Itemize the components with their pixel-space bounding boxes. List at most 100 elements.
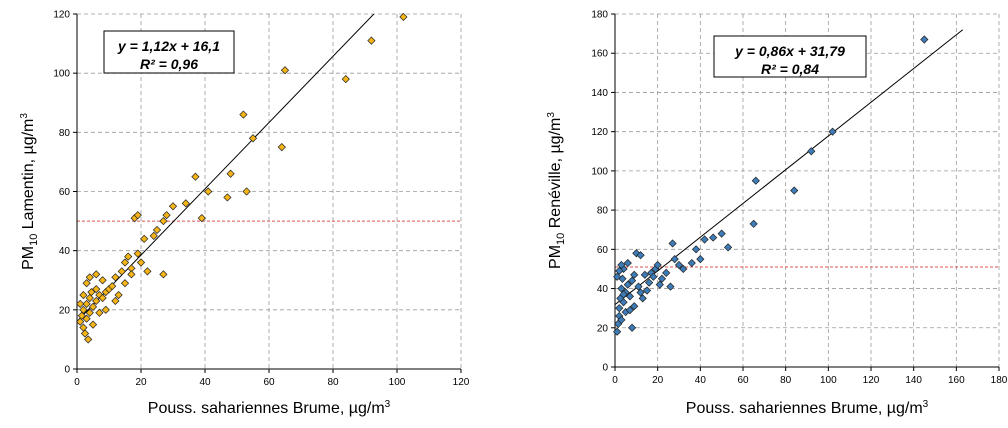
data-point (657, 274, 667, 283)
data-point (617, 284, 626, 293)
data-point (668, 239, 677, 248)
data-point (617, 260, 626, 270)
data-point (341, 74, 350, 84)
data-point (136, 258, 146, 267)
y-label-main: PM (547, 245, 564, 269)
y-tick-label: 100 (53, 69, 70, 80)
y-tick-label: 100 (591, 166, 608, 177)
data-point (140, 234, 149, 243)
data-point (655, 280, 664, 289)
data-point (630, 270, 639, 279)
data-point (98, 276, 107, 285)
data-point (687, 258, 696, 268)
data-point (634, 282, 643, 291)
data-point (248, 134, 258, 143)
x-tick-label: 160 (948, 375, 965, 386)
y-label-rest: Lamentin, µg/m (20, 119, 37, 234)
data-point (679, 264, 688, 274)
data-point (120, 258, 130, 267)
data-point (642, 286, 652, 295)
y-tick-label: 80 (59, 128, 71, 139)
data-point (807, 147, 816, 156)
data-point (627, 323, 637, 332)
data-point (120, 279, 130, 288)
data-point (88, 302, 98, 311)
y-tick-label: 160 (591, 49, 608, 60)
data-point (85, 273, 94, 282)
y-tick-label: 0 (64, 365, 70, 376)
data-point (662, 268, 671, 277)
y-tick-label: 20 (597, 323, 609, 334)
data-point (623, 258, 632, 268)
data-point (619, 290, 628, 299)
data-point (76, 317, 85, 326)
r-squared-text: R² = 0,96 (140, 56, 198, 72)
x-tick-label: 100 (389, 377, 406, 388)
data-point (92, 285, 101, 294)
data-point (162, 211, 171, 220)
data-point (85, 293, 94, 303)
y-tick-label: 0 (602, 363, 608, 374)
data-point (625, 306, 635, 315)
data-point (95, 308, 104, 317)
data-point (627, 276, 637, 285)
equation-text: y = 0,86x + 31,79 (734, 43, 845, 59)
x-tick-label: 80 (327, 377, 339, 388)
data-point (92, 270, 101, 279)
x-tick-label: 180 (991, 375, 1008, 386)
chart-2: 0 20 40 60 80 100 120 140 160 180 0 20 40 60 80 100 120 1… (546, 10, 1008, 418)
data-point (223, 193, 232, 202)
data-point (114, 290, 123, 300)
data-point (76, 299, 85, 309)
data-point (191, 172, 200, 181)
x-tick-label: 40 (695, 375, 707, 386)
x-tick-label: 100 (820, 375, 837, 386)
y-tick-label: 120 (591, 127, 608, 138)
data-point (920, 35, 929, 44)
x-tick-label: 60 (737, 375, 749, 386)
data-point (82, 314, 91, 323)
data-point (615, 304, 624, 313)
y-axis-label: PM10 Renéville, µg/m3 (546, 112, 567, 269)
y-tick-label: 60 (597, 245, 609, 256)
y-axis-label: PM10 Lamentin, µg/m3 (19, 113, 40, 270)
data-point (617, 315, 626, 325)
data-point (691, 245, 701, 254)
data-point (751, 176, 760, 185)
y-tick-label: 80 (597, 206, 609, 217)
y-label-superscript: 3 (546, 112, 557, 118)
data-point (88, 320, 98, 329)
r-squared-text: R² = 0,84 (761, 61, 819, 77)
data-point (79, 305, 88, 314)
data-point (111, 296, 120, 306)
equation-box (103, 30, 235, 74)
x-label-superscript: 3 (385, 399, 391, 410)
data-point (649, 272, 658, 281)
data-point (674, 260, 684, 270)
data-point (127, 270, 136, 279)
x-label-superscript: 3 (923, 399, 929, 410)
x-label-main: Pouss. sahariennes Brume, µg/m (148, 400, 385, 417)
y-tick-label: 140 (591, 88, 608, 99)
data-point (133, 211, 142, 220)
data-point (80, 329, 90, 338)
x-axis-label: Pouss. sahariennes Brume, µg/m3 (148, 399, 391, 417)
x-tick-label: 120 (863, 375, 880, 386)
data-point (367, 36, 376, 45)
trendline (77, 14, 375, 322)
data-point (168, 202, 178, 211)
data-point (84, 335, 93, 344)
data-point (630, 302, 639, 311)
data-point (615, 266, 624, 276)
data-point (625, 292, 635, 301)
data-point (790, 186, 799, 195)
equation-box (713, 35, 867, 78)
y-tick-label: 20 (59, 305, 71, 316)
data-point (636, 251, 645, 260)
x-tick-label: 0 (74, 377, 80, 388)
data-point (828, 127, 837, 136)
data-point (280, 66, 290, 75)
data-point (709, 233, 718, 242)
x-tick-label: 120 (453, 377, 470, 388)
data-point (152, 225, 162, 235)
